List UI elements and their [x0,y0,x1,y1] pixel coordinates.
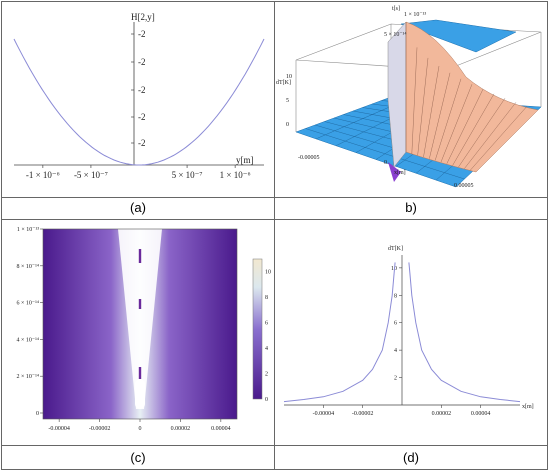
surface-back-plate [400,19,517,53]
surface-mesh-line [423,65,440,158]
surface-mesh-line [411,47,418,154]
y-tick-label: 8 [394,293,397,299]
heatmap-streak [138,299,142,309]
caption-c: (c) [130,450,146,465]
y-tick-label: 8 × 10⁻¹⁴ [17,264,39,270]
y-tick-label: 4 × 10⁻¹⁴ [17,337,39,343]
caption-divider-bottom [1,445,548,446]
y-tick-label: -2 [138,29,146,39]
series-line-h [13,38,265,166]
surface-peak-base [388,162,401,182]
surface-mesh-line [452,93,495,166]
series-line-left [283,262,396,403]
y-tick-label: 1 × 10⁻¹³ [404,12,426,18]
x-tick-label: -1 × 10⁻⁶ [26,170,60,180]
x-axis-label: x[m] [522,404,534,410]
y-tick-label: 6 [394,321,397,327]
y-tick-label: 1 × 10⁻¹³ [17,227,39,233]
chart-c-heatmap: -0.00004 -0.00002 0 0.00002 0.00004 0 2 × 10⁻¹… [17,227,271,432]
colorbar-tick-label: 2 [265,372,268,378]
surface-mesh-line [434,78,462,161]
caption-divider-top [1,197,548,198]
x-tick-label: 1 × 10⁻⁶ [220,170,251,180]
y-tick-label: 2 [394,376,397,382]
y-tick-label: 5 × 10⁻¹⁴ [384,32,406,38]
y-tick-label: 2 × 10⁻¹⁴ [17,374,39,380]
z-tick-label: 5 [286,98,289,104]
colorbar-tick-label: 6 [265,321,268,327]
surface-mesh-line [458,98,506,168]
x-tick-label: 0 [384,160,387,166]
heatmap-streak [138,367,142,379]
surface-mesh-line [446,89,484,164]
x-tick-label: 0.00004 [211,426,231,432]
y-tick-label: 6 × 10⁻¹⁴ [17,301,39,307]
surface-mesh-line [440,84,473,163]
y-axis-label: H[2,y] [131,12,155,22]
surface-mesh-line [464,102,517,169]
series-line-right [408,262,521,403]
surface-mesh-line [470,106,528,171]
y-tick-label: 10 [391,266,397,272]
x-axis-label: x[m] [394,170,406,176]
x-tick-label: -0.00004 [48,426,70,432]
colorbar [252,258,263,400]
x-axis-label: y[m] [236,155,254,165]
y-tick-label: 0 [36,411,39,417]
x-tick-label: 0.00002 [171,426,191,432]
caption-b: b) [405,200,417,215]
y-tick-label: -2 [138,138,146,148]
y-tick-label: -2 [138,85,146,95]
colorbar-tick-label: 10 [265,270,271,276]
x-tick-label: 5 × 10⁻⁷ [172,170,203,180]
colorbar-tick-label: 4 [265,346,268,352]
z-axis-label: dT[K] [276,80,291,86]
x-tick-label: -0.00005 [298,155,320,161]
heatmap-hot-wedge [118,229,162,409]
chart-d: dT[K] x[m] 2 4 6 8 10 -0.00004 -0.00002 0.00002 0.… [283,246,534,417]
surface-mesh-line [429,72,451,159]
chart-a: H[2,y] y[m] -2 -2 -2 -2 -2 -1 × 10⁻⁶ -5 × 10⁻⁷ 5 … [13,12,265,180]
colorbar-tick-label: 8 [265,295,268,301]
x-tick-label: -5 × 10⁻⁷ [74,170,108,180]
x-tick-label: -0.00002 [89,426,111,432]
surface-mesh-line [417,57,429,156]
x-tick-label: -0.00004 [313,411,335,417]
caption-a: (a) [130,200,146,215]
y-tick-label: -2 [138,57,146,67]
panel-divider-middle [1,219,548,220]
y-axis-label: t[s] [392,6,400,12]
y-axis-label: dT[K] [388,246,403,252]
caption-d: (d) [403,450,419,465]
x-tick-label: 0.00005 [454,183,474,189]
x-tick-label: -0.00002 [352,411,374,417]
x-tick-label: 0 [139,426,142,432]
surface-grid-line [305,128,465,180]
panel-divider-vertical [274,1,275,470]
heatmap-streak [138,249,142,263]
x-tick-label: 0.00004 [471,411,491,417]
y-tick-label: 4 [394,348,397,354]
z-tick-label: 0 [286,122,289,128]
colorbar-tick-label: 0 [265,397,268,403]
heatmap-hot-core [135,379,145,409]
z-tick-label: 10 [286,74,292,80]
chart-b-surface: t[s] dT[K] x[m] 0 5 10 -0.00005 0 0.00005 1 × 10⁻… [276,6,542,189]
y-tick-label: -2 [138,112,146,122]
surface-peak [405,21,539,173]
x-tick-label: 0.00002 [432,411,452,417]
